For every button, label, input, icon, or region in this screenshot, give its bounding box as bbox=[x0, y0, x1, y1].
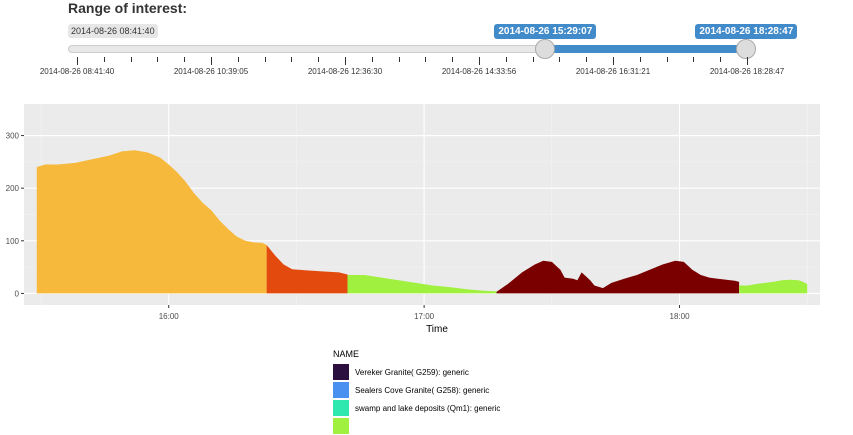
slider-major-tick bbox=[747, 57, 748, 65]
area-segment-2 bbox=[266, 245, 348, 294]
slider-minor-tick bbox=[720, 57, 722, 62]
slider-tick-label: 2014-08-26 12:36:30 bbox=[307, 67, 383, 76]
slider-major-tick bbox=[613, 57, 614, 65]
slider-tick-label: 2014-08-26 18:28:47 bbox=[709, 67, 785, 76]
slider-to-handle[interactable] bbox=[736, 39, 757, 59]
slider-minor-tick bbox=[184, 57, 186, 62]
area-segment-5 bbox=[739, 279, 808, 294]
slider-major-tick bbox=[211, 57, 212, 65]
slider-minor-tick bbox=[398, 57, 400, 62]
range-title: Range of interest: bbox=[68, 0, 188, 16]
slider-minor-tick bbox=[559, 57, 561, 62]
slider-from-label: 2014-08-26 15:29:07 bbox=[494, 24, 597, 39]
slider-minor-tick bbox=[532, 57, 534, 62]
slider-major-tick bbox=[479, 57, 480, 65]
y-tick-label: 300 bbox=[6, 132, 20, 141]
slider-minor-tick bbox=[666, 57, 668, 62]
legend-item: Vereker Granite( G259): generic bbox=[333, 363, 500, 381]
legend-swatch bbox=[333, 400, 349, 416]
slider-from-handle[interactable] bbox=[535, 39, 556, 59]
slider-minor-tick bbox=[264, 57, 266, 62]
slider-minor-tick bbox=[371, 57, 373, 62]
legend-label: swamp and lake deposits (Qm1): generic bbox=[355, 403, 501, 413]
area-segment-1 bbox=[36, 150, 267, 294]
slider-minor-tick bbox=[586, 57, 588, 62]
slider-major-tick bbox=[345, 57, 346, 65]
legend-label: Sealers Cove Granite( G258): generic bbox=[355, 385, 490, 395]
legend-title: NAME bbox=[333, 349, 360, 359]
y-tick-label: 200 bbox=[6, 184, 20, 193]
slider-major-tick bbox=[77, 57, 78, 65]
slider-minor-tick bbox=[693, 57, 695, 62]
slider-minor-tick bbox=[130, 57, 132, 62]
slider-tick-label: 2014-08-26 14:33:56 bbox=[441, 67, 517, 76]
y-tick-label: 100 bbox=[6, 237, 20, 246]
slider-selected-range[interactable] bbox=[545, 45, 747, 53]
slider-minor-tick bbox=[505, 57, 507, 62]
y-axis: 0 100 200 300 bbox=[6, 132, 24, 298]
slider-tick-label: 2014-08-26 08:41:40 bbox=[39, 67, 115, 76]
slider-minor-tick bbox=[639, 57, 641, 62]
legend-swatch bbox=[333, 364, 349, 380]
legend-label: Vereker Granite( G259): generic bbox=[355, 367, 469, 377]
x-tick-label: 18:00 bbox=[670, 312, 691, 321]
legend-item: swamp and lake deposits (Qm1): generic bbox=[333, 399, 500, 417]
legend: NAME Vereker Granite( G259): generic Seal… bbox=[333, 349, 500, 435]
legend-item: Sealers Cove Granite( G258): generic bbox=[333, 381, 500, 399]
legend-swatch bbox=[333, 418, 349, 434]
slider-minor-tick bbox=[103, 57, 105, 62]
slider-minor-tick bbox=[318, 57, 320, 62]
slider-tick-label: 2014-08-26 10:39:05 bbox=[173, 67, 249, 76]
area-segment-3 bbox=[347, 275, 497, 294]
area-chart: 0 100 200 300 16:00 17:00 18:00 Time bbox=[6, 104, 820, 335]
slider-minor-tick bbox=[452, 57, 454, 62]
slider-minor-tick bbox=[157, 57, 159, 62]
data-areas bbox=[36, 150, 808, 294]
x-tick-label: 16:00 bbox=[159, 312, 180, 321]
slider-minor-tick bbox=[291, 57, 293, 62]
y-tick-label: 0 bbox=[15, 289, 20, 298]
x-axis-label: Time bbox=[426, 324, 448, 335]
slider-tick-label: 2014-08-26 16:31:21 bbox=[575, 67, 651, 76]
legend-item bbox=[333, 417, 500, 435]
slider-minor-tick bbox=[237, 57, 239, 62]
legend-swatch bbox=[333, 382, 349, 398]
slider-min-label: 2014-08-26 08:41:40 bbox=[68, 24, 158, 38]
x-axis: 16:00 17:00 18:00 bbox=[159, 305, 690, 321]
x-tick-label: 17:00 bbox=[414, 312, 435, 321]
slider-to-label: 2014-08-26 18:28:47 bbox=[695, 24, 798, 39]
area-segment-4 bbox=[496, 260, 740, 294]
slider-minor-tick bbox=[425, 57, 427, 62]
